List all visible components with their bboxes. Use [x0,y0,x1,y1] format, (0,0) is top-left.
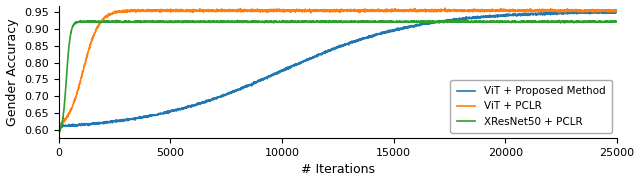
ViT + Proposed Method [613,10,621,12]
ViT + Proposed Method [269,74,276,76]
ViT + PCLR [55,125,63,128]
X-axis label: # Iterations: # Iterations [301,163,375,176]
Line: ViT + Proposed Method: ViT + Proposed Method [59,11,617,127]
ViT + Proposed Method [55,124,63,127]
XResNet50 + PCLR [55,132,63,134]
ViT + PCLR [441,7,449,9]
XResNet50 + PCLR [613,20,621,23]
ViT + Proposed Method [609,10,617,12]
ViT + Proposed Method [152,114,159,116]
ViT + PCLR [542,10,550,12]
ViT + Proposed Method [293,64,301,66]
XResNet50 + PCLR [542,21,550,23]
XResNet50 + PCLR [293,21,301,23]
ViT + PCLR [152,9,159,11]
ViT + Proposed Method [58,126,66,128]
XResNet50 + PCLR [269,20,276,23]
Legend: ViT + Proposed Method, ViT + PCLR, XResNet50 + PCLR: ViT + Proposed Method, ViT + PCLR, XResN… [451,80,612,133]
XResNet50 + PCLR [602,21,610,23]
ViT + PCLR [293,10,301,12]
ViT + PCLR [118,10,126,12]
XResNet50 + PCLR [152,20,159,22]
XResNet50 + PCLR [118,21,126,23]
ViT + Proposed Method [602,11,610,13]
Line: ViT + PCLR: ViT + PCLR [59,8,617,126]
Y-axis label: Gender Accuracy: Gender Accuracy [6,18,19,126]
ViT + PCLR [613,9,621,11]
XResNet50 + PCLR [113,19,120,21]
ViT + PCLR [269,9,276,11]
ViT + PCLR [602,9,610,12]
ViT + Proposed Method [118,119,126,121]
Line: XResNet50 + PCLR: XResNet50 + PCLR [59,20,617,133]
ViT + Proposed Method [542,13,550,15]
ViT + PCLR [55,124,63,126]
